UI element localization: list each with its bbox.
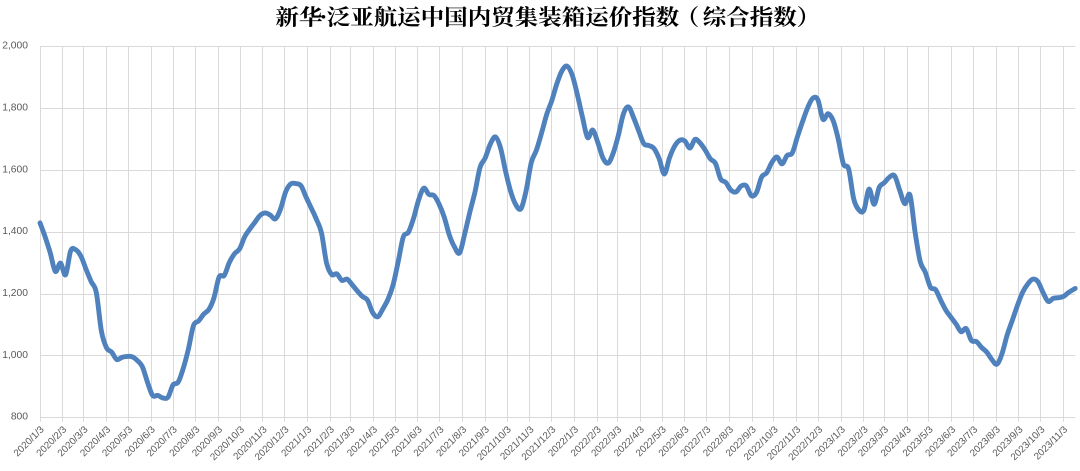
svg-text:1,000: 1,000 (2, 350, 28, 361)
svg-text:1,800: 1,800 (2, 102, 28, 113)
svg-text:1,400: 1,400 (2, 226, 28, 237)
svg-text:2,000: 2,000 (2, 41, 28, 52)
svg-text:1,600: 1,600 (2, 164, 28, 175)
svg-text:800: 800 (11, 412, 28, 423)
svg-text:1,200: 1,200 (2, 288, 28, 299)
